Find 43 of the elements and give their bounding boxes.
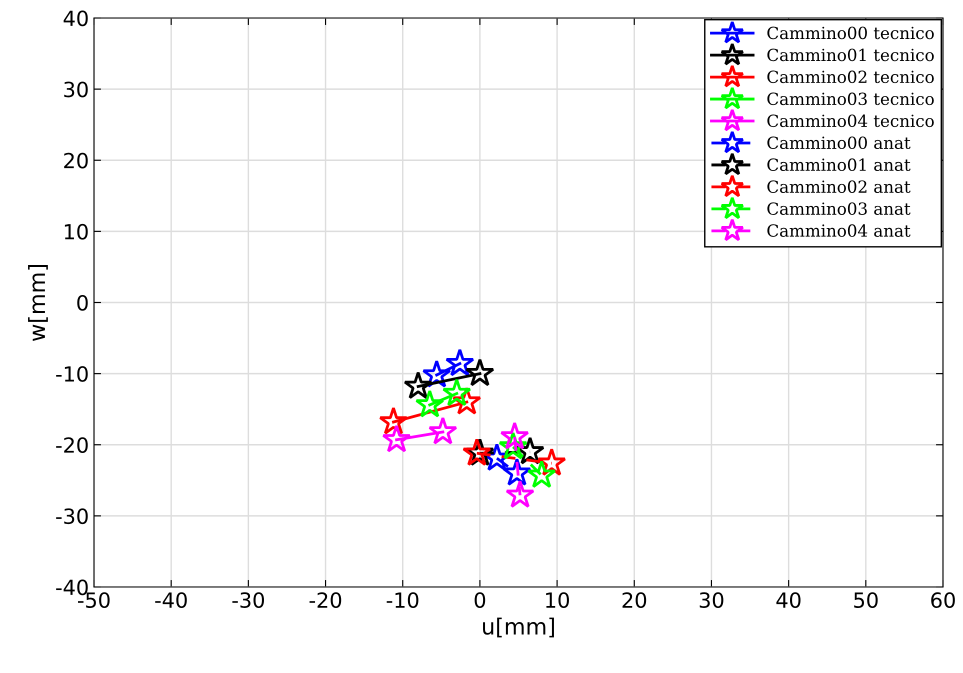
point	[428, 416, 458, 445]
point	[500, 422, 530, 450]
legend-label: Cammino04 tecnico	[767, 114, 934, 128]
point	[502, 458, 532, 486]
legend-label: Cammino00 anat	[767, 136, 911, 150]
x-tick-label: 0	[474, 592, 486, 608]
y-axis-title: w[mm]	[28, 265, 48, 341]
x-tick-label: -20	[310, 592, 342, 608]
x-tick-label: -40	[155, 592, 187, 608]
y-tick-label: 20	[64, 152, 88, 168]
legend-label: Cammino00 tecnico	[767, 26, 934, 40]
y-tick-label: 10	[64, 224, 88, 240]
legend-label: Cammino03 anat	[767, 202, 911, 215]
x-axis-title: u[mm]	[483, 618, 554, 638]
point	[445, 348, 474, 376]
y-tick-label: -30	[56, 508, 88, 524]
y-tick-label: -10	[56, 366, 88, 382]
x-tick-label: 20	[622, 592, 646, 608]
point	[442, 378, 472, 406]
point	[404, 371, 433, 400]
x-tick-label: 50	[854, 592, 878, 608]
legend-label: Cammino03 tecnico	[767, 92, 934, 106]
legend-label: Cammino02 tecnico	[767, 70, 934, 84]
legend-label: Cammino01 tecnico	[767, 48, 934, 62]
point	[527, 460, 556, 488]
y-tick-label: 30	[64, 82, 88, 98]
x-tick-label: -30	[232, 592, 264, 608]
x-tick-label: 30	[700, 592, 724, 608]
point	[505, 480, 535, 508]
x-tick-label: -10	[386, 592, 418, 608]
point	[382, 424, 412, 452]
y-tick-label: -20	[56, 437, 88, 453]
legend-label: Cammino02 anat	[767, 180, 911, 193]
point	[378, 406, 408, 435]
x-tick-label: 60	[931, 592, 955, 608]
y-tick-label: 40	[64, 10, 88, 26]
y-tick-label: 0	[77, 294, 88, 311]
x-tick-label: 10	[546, 592, 569, 608]
point	[465, 358, 495, 386]
x-tick-label: 40	[776, 592, 801, 608]
legend-label: Cammino04 anat	[767, 224, 911, 237]
legend-label: Cammino01 anat	[767, 158, 911, 172]
point	[415, 390, 444, 418]
